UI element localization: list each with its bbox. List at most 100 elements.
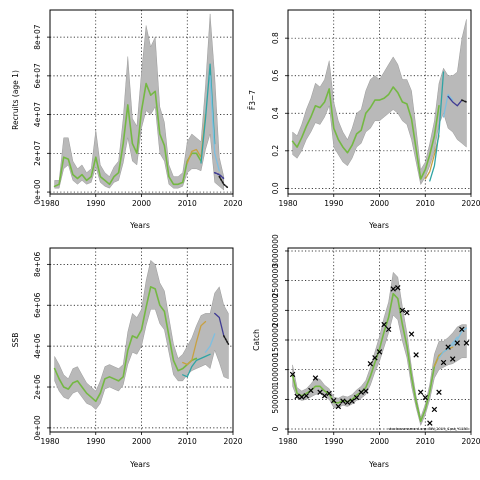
catch-observed-point-2013 [436,389,442,395]
fbar-ytick-label-4: 0.8 [271,32,280,44]
fbar-x-axis-label: Years [368,221,389,230]
catch-observed-point-2002 [385,326,392,333]
catch-ytick-label-3: 1500000 [271,323,280,357]
fbar-xtick-label-3: 2010 [416,199,435,208]
recruits-confidence-band [54,13,224,191]
ssb-confidence-band [54,259,229,410]
catch-observed-point-1990 [331,397,337,404]
catch-observed-point-1983 [299,394,305,400]
fbar-ytick-label-3: 0.6 [271,70,280,82]
catch-observed-point-1985 [308,387,314,394]
catch-xtick-label-0: 1980 [278,437,297,446]
catch-ytick-label-2: 1000000 [271,353,280,387]
recruits-xtick-label-2: 2000 [132,199,151,208]
ssb-xtick-label-3: 2010 [178,437,197,446]
fbar-panel: 1980 1990 2000 2010 2020 0.0 0.2 0.4 0.6 0.8 Yea… [248,9,480,230]
catch-observed-point-2010 [422,394,428,401]
catch-observed-point-2007 [408,331,415,337]
recruits-y-ticks: 0e+00 2e+07 4e+07 6e+07 8e+07 [33,24,50,205]
fbar-x-ticks: 1980 1990 2000 2010 2020 [278,194,480,208]
recruits-series-light_blue_run-3 [209,75,220,172]
fbar-xtick-label-1: 1990 [324,199,343,208]
catch-x-axis-label: Years [368,460,389,469]
catch-observed-point-2006 [404,309,410,316]
catch-observed-point-1984 [303,393,310,399]
catch-xtick-label-2: 2000 [370,437,389,446]
catch-observed-point-1982 [294,393,300,400]
ssb-y-axis-label: SSB [11,333,20,348]
catch-series-light_blue_run-2 [438,336,458,359]
ssb-xtick-label-1: 1990 [86,437,105,446]
recruits-ytick-label-2: 4e+07 [33,102,42,127]
fbar-y-axis-label: F̄3−7 [248,90,257,110]
ssb-x-ticks: 1980 1990 2000 2010 2020 [40,432,243,446]
recruits-ytick-label-1: 2e+07 [33,140,42,165]
fbar-series-purple_run-4 [447,95,463,107]
recruits-series-purple_run-4 [213,171,225,180]
fbar-series-light_blue_run-3 [442,93,454,118]
catch-observed-point-2011 [427,420,433,426]
catch-ytick-label-1: 500000 [271,385,280,414]
source-footer: stockassessment.org: BW_2019_Cpst_*1180 [388,427,468,431]
catch-observed-point-2005 [399,307,406,314]
ssb-y-ticks: 0e+00 2e+06 4e+06 6e+06 8e+06 [33,252,50,441]
ssb-ytick-label-2: 4e+06 [33,333,42,358]
catch-y-axis-label: Catch [252,329,261,351]
recruits-xtick-label-4: 2020 [223,199,242,208]
ssb-series-historical-0 [53,285,198,403]
catch-observed-point-1997 [363,388,369,394]
catch-observed-point-2001 [381,321,387,328]
fbar-ytick-label-2: 0.4 [271,107,280,119]
catch-observed-point-2019 [463,340,470,346]
ssb-ytick-label-1: 2e+06 [33,374,42,399]
fbar-xtick-label-0: 1980 [278,199,297,208]
catch-observed-point-2003 [390,286,396,292]
recruits-y-axis-label: Recruits (age 1) [11,70,20,130]
recruits-panel: 1980 1990 2000 2010 2020 0e+00 2e+07 4e+07 6e+0… [11,9,243,230]
catch-observed-point-1992 [340,398,346,404]
ssb-series-dark_run-5 [223,335,230,345]
catch-series-historical-0 [291,292,440,423]
catch-observed-point-2015 [445,344,451,350]
catch-observed-point-1994 [349,398,355,404]
catch-observed-point-2008 [413,352,419,358]
catch-observed-point-2014 [440,359,447,366]
recruits-xtick-label-0: 1980 [40,199,59,208]
recruits-xtick-label-3: 2010 [178,199,197,208]
fbar-y-ticks: 0.0 0.2 0.4 0.6 0.8 [271,32,288,194]
catch-ytick-label-4: 2000000 [271,293,280,327]
catch-observed-point-1989 [326,390,332,397]
recruits-x-ticks: 1980 1990 2000 2010 2020 [40,194,243,208]
catch-xtick-label-4: 2020 [461,437,480,446]
catch-observed-point-1993 [344,399,351,406]
recruits-series-dark_run-5 [218,175,230,189]
fbar-ytick-label-0: 0.0 [271,182,280,194]
catch-observed-point-2004 [395,285,401,291]
catch-observed-point-1991 [335,403,342,410]
catch-panel: 1980 1990 2000 2010 2020 0 500000100000015000… [252,234,480,469]
ssb-xtick-label-4: 2020 [223,437,242,446]
catch-x-ticks: 1980 1990 2000 2010 2020 [278,432,480,446]
catch-xtick-label-3: 2010 [416,437,435,446]
catch-ytick-label-0: 0 [271,426,280,431]
catch-observed-point-1981 [289,371,296,378]
catch-observed-point-1987 [317,389,323,395]
ssb-series-orange_run-1 [182,320,207,366]
fbar-confidence-band [292,19,467,186]
catch-observed-point-1999 [372,355,378,361]
ssb-xtick-label-2: 2000 [132,437,151,446]
ssb-series-teal_run-2 [182,353,211,378]
ssb-ytick-label-3: 6e+06 [33,292,42,317]
ssb-x-axis-label: Years [129,460,150,469]
fbar-series-teal_run-2 [429,71,445,182]
catch-y-ticks: 0 500000100000015000002000000250000030000… [271,234,288,431]
ssb-ytick-label-0: 0e+00 [33,415,42,440]
catch-series-light_blue_run-3 [452,327,468,347]
catch-ytick-label-6: 3000000 [271,234,280,268]
recruits-ytick-label-0: 0e+00 [33,179,42,204]
catch-observed-point-2009 [417,389,424,395]
fbar-xtick-label-4: 2020 [461,199,480,208]
catch-observed-point-1986 [312,375,319,381]
